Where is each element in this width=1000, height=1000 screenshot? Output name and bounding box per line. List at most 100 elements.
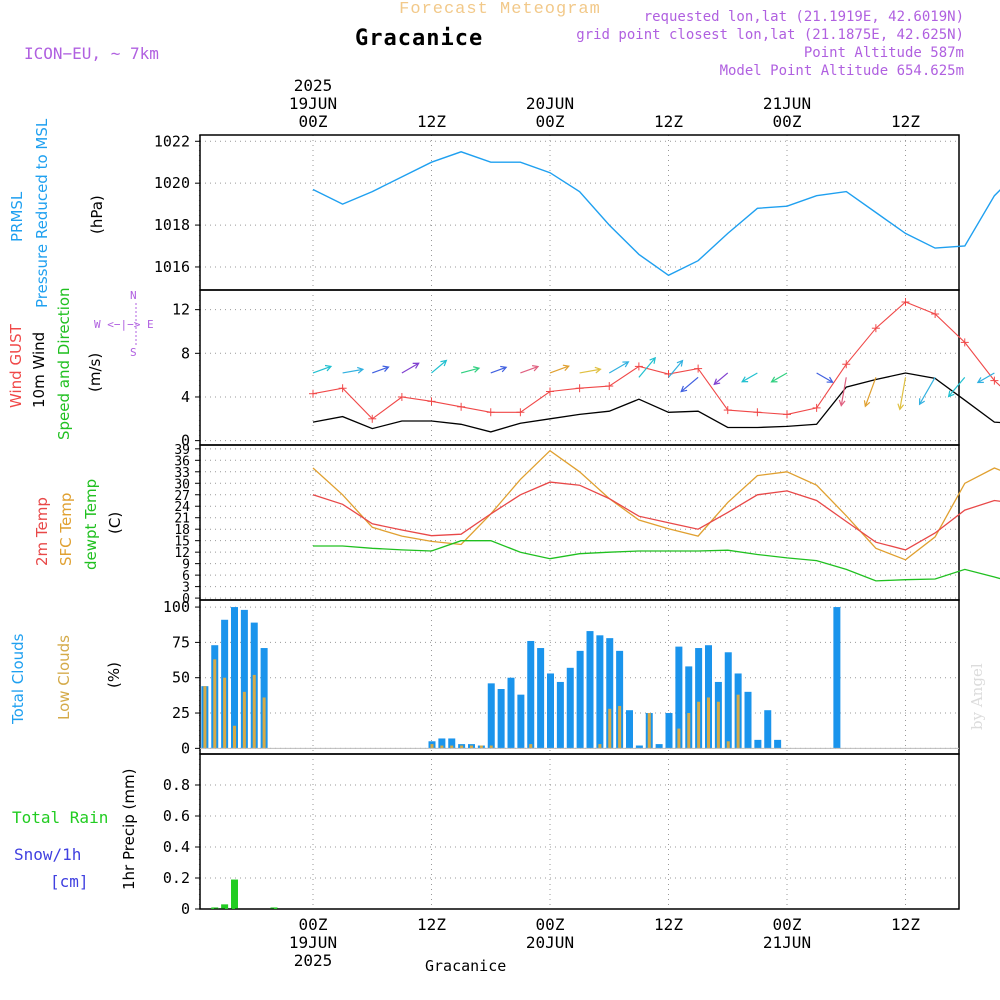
y-tick-label: 100 [163, 598, 190, 616]
y-tick-label: 0.2 [163, 869, 190, 887]
total-cloud-bar [240, 609, 248, 749]
y-tick-label: 18 [174, 523, 190, 538]
sfc-temp-label: SFC Temp [57, 492, 75, 566]
low-cloud-bar [707, 697, 710, 749]
low-cloud-bar [213, 659, 217, 749]
total-cloud-bar [695, 648, 703, 749]
low-clouds-label: Low Clouds [55, 635, 73, 720]
y-tick-label: 0.6 [163, 807, 190, 825]
wind-arrow-head [622, 361, 630, 368]
x-tick-label-bottom: 12Z [417, 915, 446, 934]
y-tick-label: 39 [174, 443, 190, 458]
y-tick-label: 15 [174, 535, 190, 550]
wind-arrow-head [680, 385, 688, 393]
wind-arrow [899, 377, 907, 410]
gust-marker [901, 298, 910, 307]
total-cloud-bar [833, 607, 841, 749]
gust-marker [309, 389, 317, 398]
prmsl-line [312, 151, 1000, 277]
wind-arrow [680, 376, 699, 392]
wind10-label: 10m Wind [30, 331, 48, 408]
wind-arrow-head [918, 398, 926, 406]
total-cloud-bar [448, 738, 456, 749]
low-cloud-bar [687, 713, 691, 749]
rain-bar [211, 907, 219, 909]
y-tick-label: 1020 [154, 174, 190, 192]
wind-arrow-head [382, 365, 390, 372]
gust-marker [546, 387, 554, 396]
wind-arrow [668, 360, 683, 378]
low-cloud-bar [430, 744, 434, 749]
total-cloud-bar [596, 635, 604, 749]
low-cloud-bar [736, 694, 740, 749]
low-cloud-bar [489, 745, 493, 749]
low-cloud-bar [598, 744, 602, 749]
model-label: ICON−EU, ~ 7km [24, 44, 159, 63]
point-altitude: Point Altitude 587m [803, 45, 964, 61]
total-cloud-bar [705, 645, 712, 749]
y-tick-label: 24 [174, 500, 190, 515]
wind-arrow [864, 377, 877, 407]
snow-unit-label: [cm] [50, 872, 89, 891]
panel-frame [199, 753, 960, 910]
total-cloud-bar [675, 646, 683, 749]
y-tick-label: 0 [181, 432, 190, 450]
wind-arrow [372, 366, 389, 374]
gust-marker [694, 364, 703, 373]
wind-arrow [948, 376, 966, 397]
y-tick-label: 0.4 [163, 838, 190, 856]
x-tick-label-top: 12Z [654, 112, 683, 131]
gust-marker [960, 338, 969, 347]
wind-arrow [431, 360, 447, 374]
y-tick-label: 36 [174, 454, 190, 469]
wind-arrow [312, 365, 332, 374]
low-cloud-bar [716, 701, 720, 749]
cloud-unit-label: (%) [105, 662, 123, 688]
rain-bar [270, 907, 278, 909]
x-tick-label-bottom: 12Z [654, 915, 683, 934]
compass-north: N [130, 289, 137, 302]
wind-arrow-head [594, 366, 602, 374]
wind-arrow-head [649, 356, 657, 364]
total-cloud-bar [606, 638, 614, 749]
low-cloud-bar [529, 744, 533, 749]
y-tick-label: 30 [174, 477, 190, 492]
x-tick-label-bottom: 12Z [891, 915, 920, 934]
low-cloud-bar [242, 691, 246, 749]
gust-marker [783, 410, 791, 419]
x-tick-label-top: 12Z [417, 112, 446, 131]
total-cloud-bar [566, 667, 574, 749]
low-cloud-bar [233, 725, 236, 749]
wind-arrow [608, 361, 629, 374]
wind-arrow-head [826, 376, 834, 383]
y-tick-label: 50 [172, 669, 190, 687]
prmsl-label: PRMSL [8, 191, 26, 242]
y-tick-label: 1018 [154, 216, 190, 234]
y-tick-label: 0 [181, 900, 190, 918]
model-altitude: Model Point Altitude 654.625m [719, 63, 964, 79]
gust-marker [368, 414, 377, 423]
total-cloud-bar [586, 631, 594, 749]
wind-arrow [520, 365, 539, 374]
wind10-line [312, 372, 1000, 433]
gust-marker [990, 376, 999, 385]
wind-arrow [919, 377, 936, 405]
gust-marker [486, 408, 495, 417]
gust-marker [516, 408, 525, 417]
gust-marker [575, 384, 584, 393]
x-tick-label-bottom: 00Z [773, 915, 802, 934]
wind-arrow [977, 372, 995, 384]
total-cloud-bar [497, 689, 505, 749]
total-cloud-bar [744, 691, 752, 749]
y-tick-label: 33 [174, 466, 190, 481]
x-tick-label-bottom: 20JUN [526, 933, 574, 952]
total-cloud-bar [487, 683, 495, 749]
low-cloud-bar [252, 674, 256, 749]
temp2m-line [312, 481, 1000, 551]
wind-arrow [579, 368, 601, 374]
gust-marker [723, 406, 732, 415]
meteogram-title: Forecast Meteogram [399, 0, 601, 19]
wind-arrow-head [897, 403, 905, 411]
wind-arrow [713, 372, 729, 385]
total-cloud-bar [556, 681, 564, 749]
